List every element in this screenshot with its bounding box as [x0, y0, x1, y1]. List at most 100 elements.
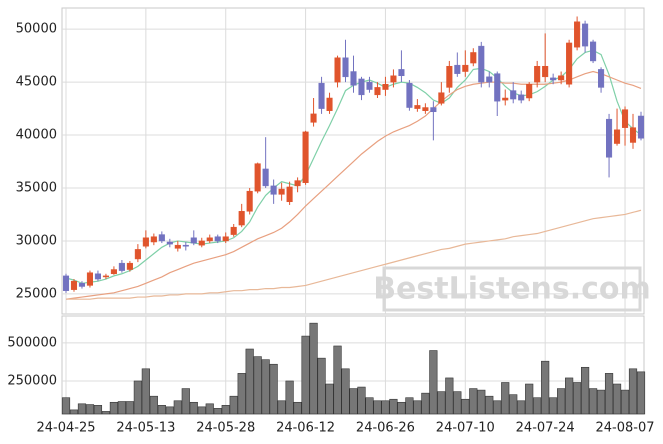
candle-body [414, 105, 421, 109]
volume-bar [61, 397, 71, 415]
volume-bar [373, 400, 382, 415]
candle-body [158, 234, 165, 242]
candle-body [326, 97, 333, 111]
candle-body [534, 65, 541, 83]
volume-bar [285, 380, 294, 415]
volume-bar [557, 388, 566, 415]
volume-bar [93, 405, 103, 415]
candle-body [446, 65, 453, 88]
volume-bar [389, 398, 398, 415]
candle-body [294, 180, 301, 187]
volume-bar [173, 400, 182, 415]
volume-bar [533, 397, 542, 415]
x-tick-label: 24-04-25 [36, 421, 95, 436]
candle-body [78, 283, 86, 287]
y-tick-label: 35000 [16, 181, 57, 196]
candle-body [406, 82, 413, 108]
candle-body [86, 272, 94, 286]
volume-bar [421, 392, 430, 415]
volume-bar [477, 389, 486, 415]
volume-bar [501, 382, 510, 415]
candle-body [238, 211, 245, 226]
volume-bar [453, 391, 462, 415]
candle-body [302, 131, 309, 183]
volume-bar [525, 383, 534, 415]
candle-body [334, 57, 341, 83]
volume-bar [157, 405, 166, 415]
ma-line [65, 70, 642, 300]
ma-line [66, 209, 642, 300]
candle-body [574, 21, 581, 48]
candle-body [502, 97, 509, 101]
volume-bar [469, 388, 478, 415]
volume-bar [493, 400, 502, 415]
y-tick-label: 25000 [16, 286, 57, 301]
x-tick-label: 24-07-10 [436, 421, 495, 436]
candle-body [126, 262, 133, 270]
candle-body [582, 23, 589, 47]
volume-bar [620, 389, 630, 415]
candle-body [350, 71, 357, 86]
volume-tick-label: 500000 [7, 335, 57, 350]
candle-body [510, 90, 517, 100]
candle-body [494, 73, 501, 102]
volume-bar [301, 335, 310, 415]
candle-body [598, 69, 605, 88]
volume-bar [213, 408, 222, 415]
candle-body [518, 94, 525, 101]
candle-body [262, 168, 269, 187]
volume-bar [485, 395, 494, 415]
candle-body [118, 262, 125, 271]
candle-body [621, 109, 629, 128]
volume-bar [229, 395, 238, 415]
volume-bar [317, 357, 326, 415]
volume-bar [405, 397, 414, 415]
candle-body [526, 83, 533, 99]
volume-bar [604, 373, 614, 415]
volume-bar [333, 345, 342, 415]
volume-bar [636, 371, 646, 415]
candle-body [542, 65, 549, 78]
marks: 24-04-25 24-05-13 24-05-28 24-06-12 24-06-26… [7, 16, 655, 436]
volume-bar [565, 377, 574, 415]
candle-body [222, 236, 229, 242]
candle-body [254, 163, 261, 192]
volume-bar [109, 401, 119, 415]
volume-bar [397, 401, 406, 415]
candle-body [470, 52, 477, 64]
candle-body [462, 64, 469, 72]
candle-body [382, 83, 389, 90]
volume-bar [309, 322, 318, 415]
volume-bar [221, 405, 230, 415]
volume-bar [325, 383, 334, 415]
candle-body [142, 237, 149, 247]
candle-body [166, 241, 173, 245]
x-tick-label: 24-05-13 [116, 421, 175, 436]
candle-body [110, 269, 117, 275]
candle-body [358, 78, 365, 96]
x-tick-label: 24-05-28 [196, 421, 255, 436]
candle-body [606, 118, 613, 158]
y-tick-label: 50000 [16, 22, 57, 37]
candle-body [613, 129, 621, 144]
volume-bar [189, 401, 198, 415]
candle-body [550, 77, 557, 81]
y-tick-label: 30000 [16, 233, 57, 248]
volume-bar [596, 389, 606, 415]
volume-bar [381, 400, 390, 415]
candle-body [478, 45, 485, 83]
volume-bar [277, 400, 286, 415]
volume-bar [517, 400, 526, 415]
candle-body [637, 115, 645, 139]
candle-body [430, 107, 437, 113]
candle-body [558, 75, 565, 81]
candle-body [454, 64, 461, 74]
candle-body [198, 240, 205, 246]
y-tick-label: 40000 [16, 128, 57, 143]
candle-body [374, 87, 381, 96]
candle-body [486, 76, 493, 83]
candle-body [94, 273, 101, 280]
volume-bar [197, 406, 206, 415]
candle-body [174, 244, 181, 249]
x-tick-label: 24-08-07 [596, 421, 655, 436]
